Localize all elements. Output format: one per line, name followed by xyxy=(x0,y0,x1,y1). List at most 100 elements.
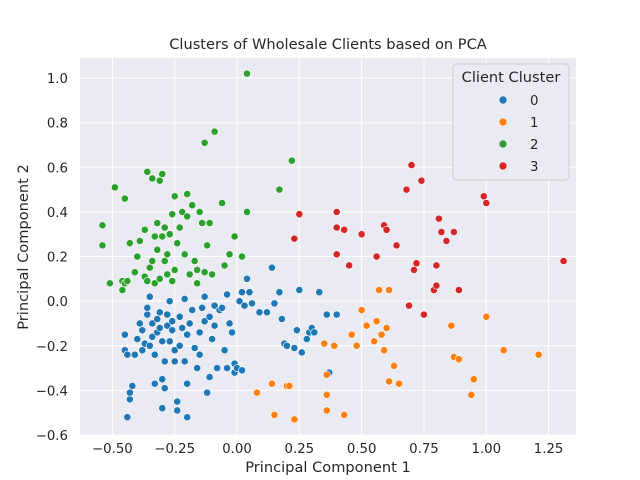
point-cluster-0 xyxy=(160,357,169,366)
point-cluster-0 xyxy=(165,297,174,306)
point-cluster-0 xyxy=(158,337,167,346)
x-axis-label: Principal Component 1 xyxy=(245,459,410,476)
point-cluster-2 xyxy=(175,223,184,232)
point-cluster-0 xyxy=(128,382,137,390)
y-tick-label: −0.2 xyxy=(36,340,68,355)
point-cluster-0 xyxy=(302,335,311,343)
legend-marker-1 xyxy=(498,117,508,127)
point-cluster-0 xyxy=(282,341,291,350)
point-cluster-2 xyxy=(98,241,107,250)
point-cluster-3 xyxy=(345,261,354,270)
point-cluster-2 xyxy=(170,192,179,201)
point-cluster-0 xyxy=(245,288,254,297)
point-cluster-3 xyxy=(382,225,391,234)
point-cluster-0 xyxy=(168,326,177,335)
point-cluster-2 xyxy=(130,268,139,277)
point-cluster-1 xyxy=(377,330,386,339)
point-cluster-2 xyxy=(210,127,219,136)
y-tick-label: −0.4 xyxy=(36,384,68,399)
legend: Client Cluster 0 1 2 3 xyxy=(452,63,570,181)
point-cluster-1 xyxy=(385,377,393,386)
point-cluster-0 xyxy=(155,324,164,332)
point-cluster-0 xyxy=(292,326,301,335)
point-cluster-0 xyxy=(185,319,194,328)
point-cluster-0 xyxy=(148,332,157,341)
point-cluster-2 xyxy=(185,270,194,279)
point-cluster-2 xyxy=(203,241,212,250)
point-cluster-1 xyxy=(347,330,356,339)
point-cluster-0 xyxy=(263,308,271,317)
point-cluster-3 xyxy=(295,210,304,219)
point-cluster-0 xyxy=(248,299,256,308)
point-cluster-2 xyxy=(143,277,152,285)
point-cluster-1 xyxy=(390,361,398,370)
point-cluster-3 xyxy=(454,286,463,294)
point-cluster-0 xyxy=(332,310,341,319)
point-cluster-2 xyxy=(243,208,251,216)
point-cluster-2 xyxy=(153,245,162,254)
point-cluster-2 xyxy=(155,176,164,185)
point-cluster-0 xyxy=(205,373,214,381)
point-cluster-2 xyxy=(106,279,114,288)
point-cluster-0 xyxy=(295,286,304,294)
legend-marker-3 xyxy=(498,161,508,171)
point-cluster-0 xyxy=(238,366,246,375)
point-cluster-2 xyxy=(148,257,157,265)
point-cluster-1 xyxy=(253,388,261,397)
point-cluster-0 xyxy=(195,328,204,337)
point-cluster-0 xyxy=(145,341,154,350)
point-cluster-1 xyxy=(372,317,381,326)
point-cluster-0 xyxy=(220,346,229,355)
point-cluster-1 xyxy=(357,306,366,314)
point-cluster-0 xyxy=(195,350,204,359)
y-axis-label: Principal Component 2 xyxy=(15,164,32,329)
point-cluster-0 xyxy=(322,310,331,319)
point-cluster-3 xyxy=(442,237,451,245)
x-tick-label: 0.00 xyxy=(222,442,252,457)
point-cluster-0 xyxy=(203,388,212,397)
point-cluster-0 xyxy=(208,335,217,343)
point-cluster-2 xyxy=(160,223,169,232)
point-cluster-0 xyxy=(170,346,179,355)
point-cluster-2 xyxy=(163,270,172,279)
point-cluster-0 xyxy=(148,319,157,328)
point-cluster-3 xyxy=(357,230,366,239)
point-cluster-2 xyxy=(98,221,107,230)
point-cluster-1 xyxy=(320,339,329,348)
point-cluster-1 xyxy=(340,411,349,419)
point-cluster-1 xyxy=(482,312,491,321)
point-cluster-1 xyxy=(467,390,476,399)
point-cluster-3 xyxy=(559,257,568,265)
point-cluster-2 xyxy=(140,225,149,234)
point-cluster-2 xyxy=(220,261,229,270)
point-cluster-2 xyxy=(225,250,234,259)
y-tick-label: 0.4 xyxy=(47,206,68,221)
point-cluster-0 xyxy=(143,303,152,312)
point-cluster-2 xyxy=(275,185,284,194)
point-cluster-1 xyxy=(352,341,361,350)
x-tick-label: 1.00 xyxy=(471,442,501,457)
point-cluster-2 xyxy=(123,277,132,285)
point-cluster-2 xyxy=(193,279,202,288)
point-cluster-0 xyxy=(310,328,319,337)
point-cluster-0 xyxy=(168,317,177,326)
legend-items: 0 1 2 3 xyxy=(498,94,538,175)
point-cluster-0 xyxy=(183,330,192,339)
point-cluster-2 xyxy=(163,250,172,259)
point-cluster-3 xyxy=(410,266,418,274)
point-cluster-2 xyxy=(158,232,167,241)
point-cluster-3 xyxy=(432,261,441,270)
point-cluster-2 xyxy=(158,170,167,178)
y-tick-label: 0.0 xyxy=(47,295,68,310)
point-cluster-1 xyxy=(270,411,279,419)
point-cluster-0 xyxy=(153,315,162,323)
point-cluster-0 xyxy=(155,308,164,317)
point-cluster-2 xyxy=(155,274,164,283)
point-cluster-0 xyxy=(180,357,189,366)
point-cluster-3 xyxy=(332,250,341,259)
point-cluster-1 xyxy=(499,346,508,355)
point-cluster-3 xyxy=(437,228,446,236)
point-cluster-2 xyxy=(180,250,189,259)
point-cluster-1 xyxy=(322,406,331,415)
